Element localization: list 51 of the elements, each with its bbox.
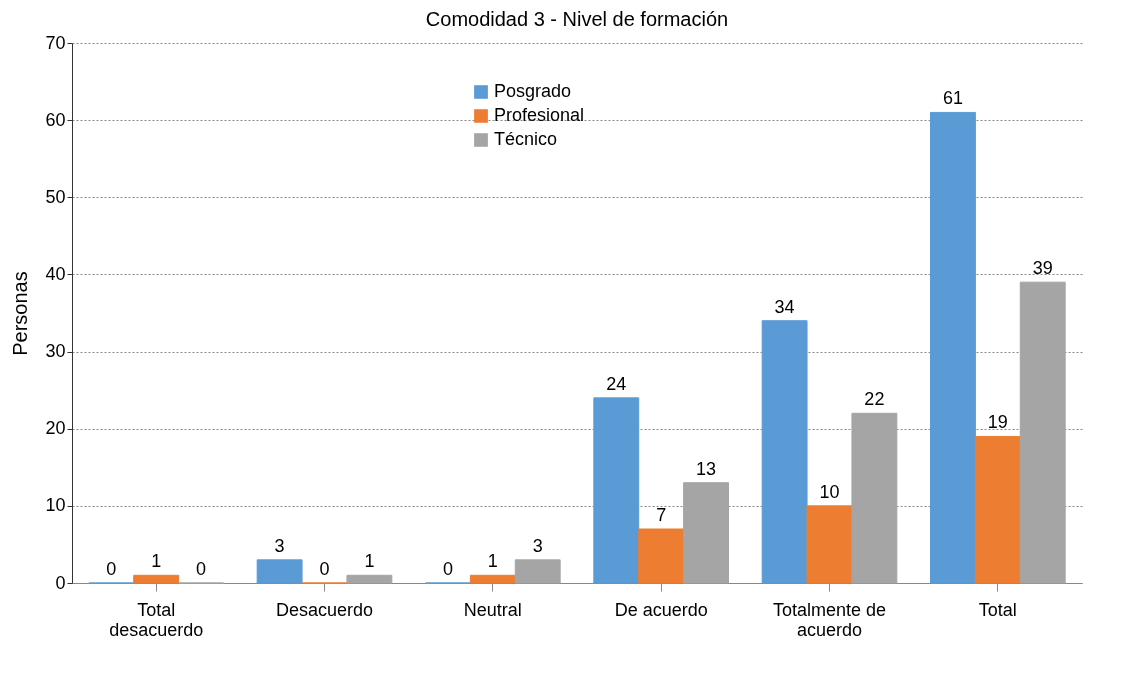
data-label: 0 <box>196 559 207 579</box>
data-label: 7 <box>656 505 667 525</box>
x-tick-label: Desacuerdo <box>275 599 374 620</box>
data-label: 1 <box>151 551 162 572</box>
bar <box>133 574 180 584</box>
bar <box>638 528 685 584</box>
bar <box>593 397 640 584</box>
x-tick-label: Neutral <box>463 599 522 620</box>
data-label: 0 <box>442 559 453 579</box>
data-label: 0 <box>319 559 330 579</box>
data-label: 1 <box>487 551 498 572</box>
legend-label: Posgrado <box>494 81 572 101</box>
y-tick-label: 60 <box>45 109 66 130</box>
data-label: 19 <box>987 412 1008 433</box>
data-label: 61 <box>942 88 963 109</box>
bar <box>806 505 853 584</box>
x-tick-label: Total <box>978 599 1017 620</box>
bar <box>346 574 393 584</box>
bar <box>1019 281 1066 584</box>
y-tick-label: 10 <box>45 495 66 516</box>
y-axis-title: Personas <box>9 271 32 356</box>
data-label: 0 <box>106 559 117 579</box>
bar <box>683 482 729 584</box>
bar <box>974 435 1021 584</box>
y-tick-label: 50 <box>45 186 66 207</box>
y-tick-label: 70 <box>45 32 66 53</box>
legend-label: Profesional <box>494 105 585 125</box>
bar <box>930 111 976 584</box>
data-label: 24 <box>606 373 627 394</box>
x-tick-label: De acuerdo <box>614 599 708 620</box>
data-label: 34 <box>774 296 795 317</box>
data-label: 39 <box>1032 258 1053 279</box>
bar <box>469 574 516 584</box>
data-label: 1 <box>364 551 375 572</box>
data-label: 13 <box>696 458 717 479</box>
data-label: 3 <box>532 535 543 556</box>
bar <box>514 559 561 584</box>
y-tick-label: 20 <box>45 418 66 439</box>
data-label: 3 <box>274 535 285 556</box>
y-tick-label: 40 <box>45 263 66 284</box>
y-tick-label: 0 <box>55 572 66 593</box>
bar <box>851 412 898 584</box>
chart-title: Comodidad 3 - Nivel de formación <box>425 8 729 30</box>
bar <box>256 559 303 584</box>
legend-label: Técnico <box>494 129 558 149</box>
x-tick-label: Totalmente de acuerdo <box>772 599 887 640</box>
bar <box>761 320 808 584</box>
x-tick-label: Total desacuerdo <box>109 599 204 640</box>
data-label: 22 <box>864 389 885 410</box>
data-label: 10 <box>819 481 840 502</box>
y-tick-label: 30 <box>45 341 66 362</box>
